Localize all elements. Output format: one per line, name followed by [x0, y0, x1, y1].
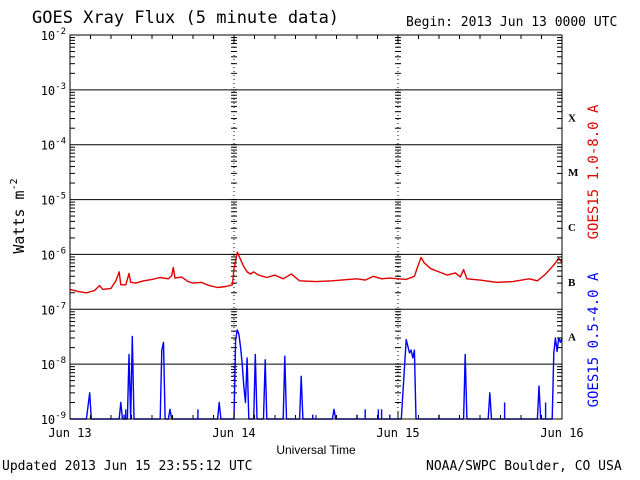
- x-tick-label: Jun 13: [48, 426, 91, 440]
- series-line-long: [69, 251, 563, 294]
- updated-timestamp: Updated 2013 Jun 15 23:55:12 UTC: [2, 459, 253, 474]
- flare-class-labels: A B C M X: [568, 112, 579, 343]
- y-axis-label-text: Watts m: [10, 190, 28, 253]
- begin-time: Begin: 2013 Jun 13 0000 UTC: [406, 15, 618, 30]
- y-tick-label: 10-2: [41, 27, 66, 43]
- y-tick-label: 10-8: [41, 356, 66, 372]
- y-tick-label: 10-6: [41, 246, 66, 262]
- y-tick-label: 10-3: [41, 82, 66, 98]
- x-tick-label: Jun 15: [376, 426, 419, 440]
- plot-frame: [69, 34, 563, 420]
- chart-title: GOES Xray Flux (5 minute data): [32, 8, 340, 28]
- flare-class-label: B: [568, 277, 576, 289]
- y-tick-label: 10-7: [41, 301, 66, 317]
- plot-axes: [69, 34, 563, 420]
- y-tick-label: 10-5: [41, 192, 66, 208]
- series-legend: GOES15 1.0-8.0 A GOES15 0.5-4.0 A: [586, 104, 602, 407]
- x-tick-label: Jun 16: [540, 426, 583, 440]
- legend-label: GOES15 0.5-4.0 A: [586, 272, 602, 407]
- legend-entry: GOES15 0.5-4.0 A: [586, 272, 602, 407]
- y-axis-label: Watts m-2: [9, 178, 28, 253]
- y-tick-labels: 10-9 10-8 10-7 10-6 10-5 10-4 10-3 10-2: [41, 27, 66, 427]
- grid-lines: [70, 34, 562, 420]
- credit-text: NOAA/SWPC Boulder, CO USA: [426, 459, 622, 474]
- flare-class-label: X: [568, 112, 576, 124]
- x-tick-labels: Jun 13 Jun 14 Jun 15 Jun 16: [48, 426, 583, 440]
- flare-class-label: M: [568, 167, 579, 179]
- y-tick-label: 10-9: [41, 411, 66, 427]
- y-tick-label: 10-4: [41, 137, 66, 153]
- series-line-short: [70, 329, 563, 420]
- legend-label: GOES15 1.0-8.0 A: [586, 104, 602, 239]
- x-axis-label: Universal Time: [276, 443, 356, 457]
- legend-entry: GOES15 1.0-8.0 A: [586, 104, 602, 239]
- svg-text:Watts m-2: Watts m-2: [9, 178, 28, 253]
- x-tick-label: Jun 14: [212, 426, 255, 440]
- y-axis-label-exponent: -2: [9, 178, 20, 190]
- series-layer: [69, 251, 563, 420]
- flare-class-label: A: [568, 332, 576, 344]
- flare-class-label: C: [568, 222, 576, 234]
